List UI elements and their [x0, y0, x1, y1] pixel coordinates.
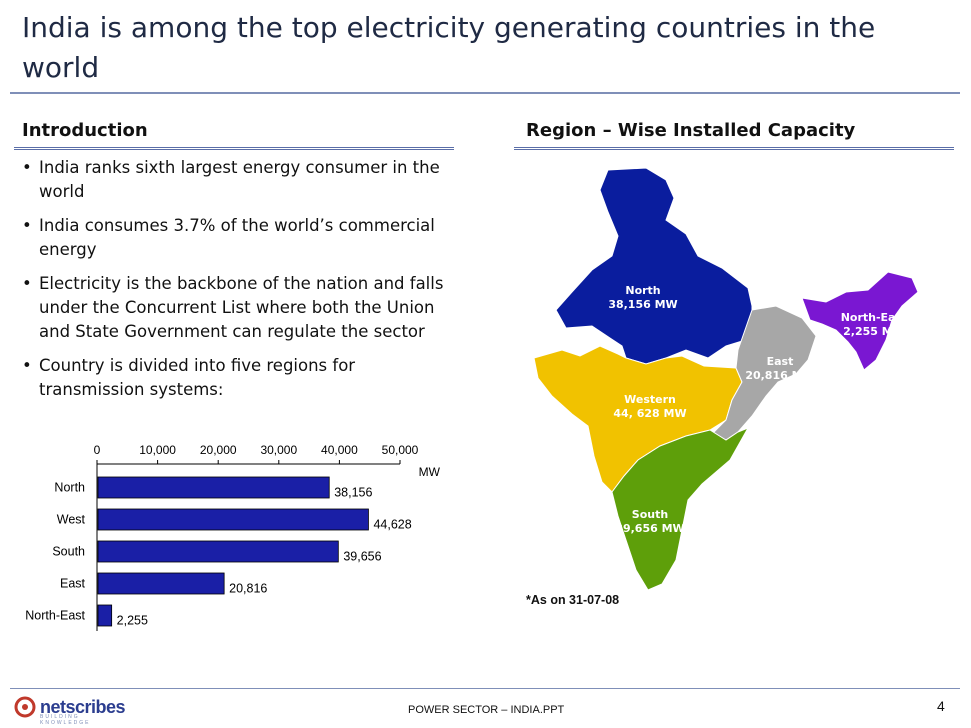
footer-text: POWER SECTOR – INDIA.PPT [408, 704, 565, 716]
map-label-northeast: North-East 2,255 MW [840, 311, 908, 338]
as-on-date-note: *As on 31-07-08 [526, 593, 620, 607]
netscribes-logo: netscribes BUILDING KNOWLEDGE [14, 696, 126, 726]
x-axis-label: MW [419, 465, 441, 479]
bar-east [97, 572, 225, 595]
slide-title: India is among the top electricity gener… [22, 11, 876, 84]
footer-divider [10, 688, 960, 689]
x-tick-label: 50,000 [382, 443, 419, 457]
bar-west [97, 508, 369, 531]
bullet-item: Electricity is the backbone of the natio… [22, 272, 462, 344]
logo-wordmark: netscribes [40, 696, 126, 717]
introduction-bullet-list: India ranks sixth largest energy consume… [22, 156, 462, 412]
category-label: North-East [25, 609, 85, 623]
title-divider [10, 92, 960, 94]
data-label: 39,656 [343, 550, 381, 564]
map-label-east: East 20,816 MW [745, 355, 815, 382]
introduction-divider [14, 147, 454, 150]
logo-mark-icon [14, 696, 36, 718]
bar-north [97, 476, 330, 499]
x-tick-label: 40,000 [321, 443, 358, 457]
region-divider [514, 147, 954, 150]
introduction-heading: Introduction [22, 120, 148, 141]
bar-south [97, 540, 339, 563]
data-label: 20,816 [229, 582, 267, 596]
category-label: West [57, 513, 86, 527]
map-label-western: Western 44, 628 MW [613, 393, 687, 420]
x-tick-label: 0 [94, 443, 101, 457]
data-label: 2,255 [117, 614, 148, 628]
map-region-south [611, 427, 750, 591]
bullet-item: Country is divided into five regions for… [22, 354, 462, 402]
category-label: South [52, 545, 85, 559]
map-label-south: South 39,656 MW [615, 508, 685, 535]
page-number: 4 [937, 698, 945, 714]
category-label: East [60, 577, 86, 591]
x-tick-label: 30,000 [260, 443, 297, 457]
bullet-item: India consumes 3.7% of the world’s comme… [22, 214, 462, 262]
map-region-northeast [801, 271, 919, 371]
logo-tagline: BUILDING KNOWLEDGE [40, 714, 91, 726]
data-label: 38,156 [334, 486, 372, 500]
category-label: North [54, 481, 85, 495]
map-region-north [555, 167, 753, 365]
map-region-east [711, 305, 817, 441]
india-region-map [533, 167, 919, 591]
map-label-north: North 38,156 MW [608, 284, 678, 311]
bullet-item: India ranks sixth largest energy consume… [22, 156, 462, 204]
x-tick-label: 20,000 [200, 443, 237, 457]
data-label: 44,628 [373, 518, 411, 532]
x-tick-label: 10,000 [139, 443, 176, 457]
region-heading: Region – Wise Installed Capacity [526, 120, 856, 141]
bar-north-east [97, 604, 113, 627]
